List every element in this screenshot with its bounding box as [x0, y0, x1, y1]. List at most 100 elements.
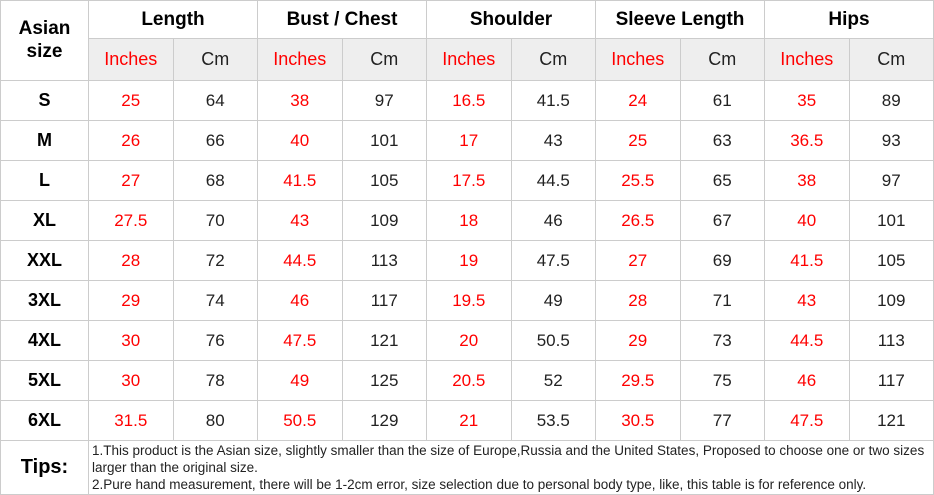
tips-row: Tips: 1.This product is the Asian size, … [0, 440, 934, 495]
group-header-sleeve-length: Sleeve Length [595, 0, 765, 39]
value-inches: 31.5 [88, 400, 174, 441]
value-inches: 21 [426, 400, 512, 441]
value-inches: 19 [426, 240, 512, 281]
value-inches: 25.5 [595, 160, 681, 201]
unit-header-cm: Cm [341, 38, 427, 81]
value-inches: 46 [257, 280, 343, 321]
value-cm: 109 [848, 280, 934, 321]
unit-header-inches: Inches [764, 38, 850, 81]
value-cm: 101 [341, 120, 427, 161]
value-inches: 41.5 [764, 240, 850, 281]
value-inches: 29 [88, 280, 174, 321]
value-cm: 125 [341, 360, 427, 401]
unit-header-cm: Cm [679, 38, 765, 81]
value-cm: 52 [510, 360, 596, 401]
value-cm: 50.5 [510, 320, 596, 361]
value-cm: 105 [848, 240, 934, 281]
value-inches: 27.5 [88, 200, 174, 241]
value-inches: 20.5 [426, 360, 512, 401]
value-cm: 121 [341, 320, 427, 361]
value-inches: 25 [88, 80, 174, 121]
value-cm: 41.5 [510, 80, 596, 121]
size-rows: S 25 64 38 97 16.5 41.5 24 61 35 89 M 26 66 40 101 17 43 2… [0, 80, 934, 441]
value-cm: 75 [679, 360, 765, 401]
size-label: S [0, 80, 89, 121]
size-row: 3XL 29 74 46 117 19.5 49 28 71 43 109 [0, 280, 934, 321]
value-cm: 63 [679, 120, 765, 161]
unit-header-cm: Cm [510, 38, 596, 81]
size-label: L [0, 160, 89, 201]
value-cm: 117 [341, 280, 427, 321]
value-cm: 64 [172, 80, 258, 121]
value-inches: 29.5 [595, 360, 681, 401]
value-cm: 43 [510, 120, 596, 161]
value-cm: 49 [510, 280, 596, 321]
value-cm: 113 [341, 240, 427, 281]
value-inches: 46 [764, 360, 850, 401]
value-inches: 16.5 [426, 80, 512, 121]
value-inches: 43 [764, 280, 850, 321]
unit-header-inches: Inches [595, 38, 681, 81]
value-inches: 43 [257, 200, 343, 241]
value-inches: 17 [426, 120, 512, 161]
value-inches: 28 [88, 240, 174, 281]
value-cm: 113 [848, 320, 934, 361]
size-row: M 26 66 40 101 17 43 25 63 36.5 93 [0, 120, 934, 161]
value-cm: 109 [341, 200, 427, 241]
value-inches: 35 [764, 80, 850, 121]
value-inches: 47.5 [764, 400, 850, 441]
value-cm: 71 [679, 280, 765, 321]
header-group-row: Asian size Length Bust / Chest Shoulder … [0, 0, 934, 81]
group-header-bust-chest: Bust / Chest [257, 0, 427, 39]
value-cm: 73 [679, 320, 765, 361]
value-inches: 36.5 [764, 120, 850, 161]
value-cm: 66 [172, 120, 258, 161]
value-cm: 97 [848, 160, 934, 201]
tips-label: Tips: [0, 440, 89, 495]
value-cm: 72 [172, 240, 258, 281]
value-cm: 65 [679, 160, 765, 201]
value-cm: 67 [679, 200, 765, 241]
unit-header-cm: Cm [172, 38, 258, 81]
unit-header-cm: Cm [848, 38, 934, 81]
value-inches: 17.5 [426, 160, 512, 201]
value-cm: 68 [172, 160, 258, 201]
size-label: XXL [0, 240, 89, 281]
value-cm: 70 [172, 200, 258, 241]
value-inches: 20 [426, 320, 512, 361]
size-row: S 25 64 38 97 16.5 41.5 24 61 35 89 [0, 80, 934, 121]
unit-header-inches: Inches [426, 38, 512, 81]
corner-header-asian-size: Asian size [0, 0, 89, 81]
size-row: L 27 68 41.5 105 17.5 44.5 25.5 65 38 97 [0, 160, 934, 201]
value-inches: 44.5 [257, 240, 343, 281]
value-cm: 46 [510, 200, 596, 241]
value-inches: 26 [88, 120, 174, 161]
value-cm: 69 [679, 240, 765, 281]
value-cm: 78 [172, 360, 258, 401]
value-cm: 74 [172, 280, 258, 321]
tip-note-2: 2.Pure hand measurement, there will be 1… [92, 477, 867, 492]
size-label: 5XL [0, 360, 89, 401]
value-inches: 50.5 [257, 400, 343, 441]
unit-header-inches: Inches [88, 38, 174, 81]
value-inches: 19.5 [426, 280, 512, 321]
value-inches: 26.5 [595, 200, 681, 241]
value-inches: 30.5 [595, 400, 681, 441]
size-label: 6XL [0, 400, 89, 441]
tips-text: 1.This product is the Asian size, slight… [88, 440, 934, 495]
value-cm: 47.5 [510, 240, 596, 281]
value-inches: 30 [88, 320, 174, 361]
size-row: 6XL 31.5 80 50.5 129 21 53.5 30.5 77 47.5 121 [0, 400, 934, 441]
value-inches: 44.5 [764, 320, 850, 361]
value-cm: 80 [172, 400, 258, 441]
value-cm: 44.5 [510, 160, 596, 201]
group-header-hips: Hips [764, 0, 934, 39]
value-cm: 105 [341, 160, 427, 201]
size-label: 3XL [0, 280, 89, 321]
size-row: XL 27.5 70 43 109 18 46 26.5 67 40 101 [0, 200, 934, 241]
size-chart-footer: Tips: 1.This product is the Asian size, … [0, 440, 934, 495]
value-inches: 28 [595, 280, 681, 321]
value-inches: 38 [257, 80, 343, 121]
value-cm: 89 [848, 80, 934, 121]
